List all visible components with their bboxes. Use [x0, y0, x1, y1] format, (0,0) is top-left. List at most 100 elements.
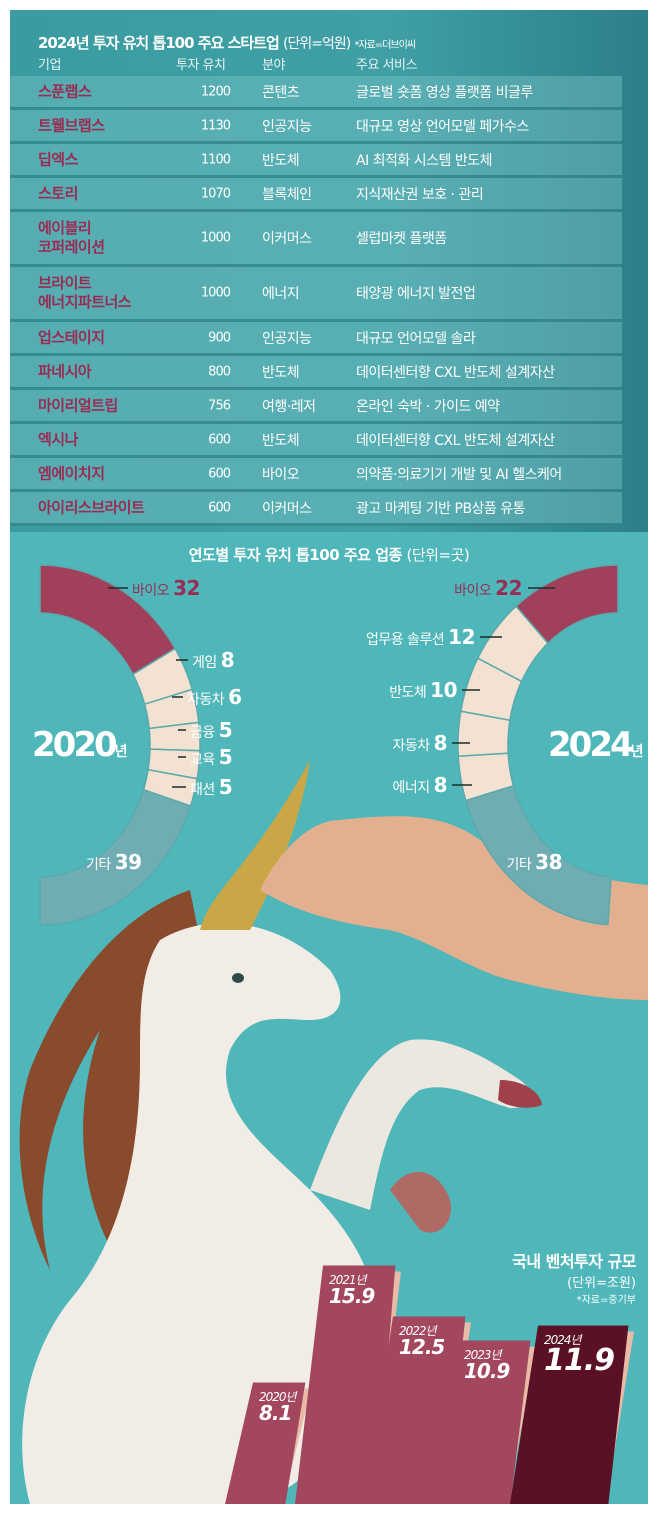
donut-2020-label: 자동차 6	[187, 685, 242, 709]
slice-value: 5	[218, 718, 233, 742]
bar-value: 8.1	[259, 1400, 292, 1425]
donut-unit: (단위=곳)	[406, 546, 470, 564]
company-name: 파네시아	[38, 362, 92, 380]
slice-value: 8	[220, 648, 235, 672]
donut-2020-label: 교육 5	[190, 745, 233, 769]
chart-graphics	[19, 564, 648, 1504]
field-name: 바이오	[262, 466, 300, 483]
company-name: 스토리	[38, 184, 78, 202]
field-name: 반도체	[262, 152, 300, 169]
bar-label: 2020년 8.1	[259, 1389, 297, 1425]
donut-2020-label: 바이오 32	[132, 576, 200, 600]
bar-year: 2020년	[259, 1389, 297, 1404]
bar-2021년	[295, 1265, 396, 1504]
service-description: 대규모 언어모델 솔라	[356, 330, 476, 347]
field-name: 에너지	[262, 286, 300, 302]
startup-table: 2024년 투자 유치 톱100 주요 스타트업 (단위=억원) *자료=더브이…	[10, 10, 648, 532]
company-name: 마이리얼트립	[38, 396, 118, 414]
table-row: 파네시아 800 반도체 데이터센터향 CXL 반도체 설계자산	[10, 356, 622, 390]
table-row: 스토리 1070 블록체인 지식재산권 보호 · 관리	[10, 178, 622, 212]
donut-2020-label: 기타 39	[86, 850, 142, 874]
slice-name: 업무용 솔루션	[365, 632, 449, 648]
table-source: *자료=더브이씨	[354, 40, 416, 51]
donut-year-label: 2020년	[32, 725, 128, 765]
slice-name: 반도체	[389, 685, 431, 701]
slice-name: 패션	[190, 782, 219, 798]
slice-name: 자동차	[187, 692, 229, 708]
investment-amount: 600	[208, 466, 231, 481]
service-description: 태양광 에너지 발전업	[356, 286, 476, 302]
bar-2024년	[510, 1325, 629, 1504]
slice-value: 10	[430, 678, 457, 702]
company-name: 에이블리 코퍼레이션	[38, 219, 105, 256]
slice-name: 기타	[86, 857, 115, 873]
donut-2020-label: 패션 5	[190, 775, 233, 799]
bar-label: 2021년 15.9	[329, 1272, 375, 1308]
unicorn-eye	[232, 973, 244, 983]
table-row: 마이리얼트립 756 여행·레저 온라인 숙박 · 가이드 예약	[10, 390, 622, 424]
service-description: 온라인 숙박 · 가이드 예약	[356, 398, 500, 415]
bar-value: 12.5	[399, 1334, 445, 1359]
table-title-text: 2024년 투자 유치 톱100 주요 스타트업	[38, 34, 280, 52]
table-row: 아이리스브라이트 600 이커머스 광고 마케팅 기반 PB상품 유통	[10, 492, 622, 526]
field-name: 인공지능	[262, 330, 312, 347]
slice-value: 39	[114, 850, 142, 874]
slice-name: 바이오	[132, 583, 174, 599]
unicorn-hoof	[498, 1080, 542, 1108]
investment-amount: 900	[208, 330, 231, 345]
slice-name: 에너지	[392, 780, 434, 796]
bar-label: 2022년 12.5	[399, 1323, 445, 1359]
company-name: 브라이트 에너지파트너스	[38, 274, 132, 311]
field-name: 반도체	[262, 432, 300, 449]
bar-value: 15.9	[329, 1283, 375, 1308]
slice-value: 5	[218, 745, 233, 769]
donut-2024-label: 반도체 10	[389, 678, 457, 702]
service-description: 대규모 영상 언어모델 페가수스	[356, 118, 529, 135]
slice-value: 12	[448, 625, 475, 649]
slice-name: 자동차	[392, 738, 434, 754]
investment-amount: 1070	[200, 186, 231, 201]
table-row: 엑시나 600 반도체 데이터센터향 CXL 반도체 설계자산	[10, 424, 622, 458]
bar-value: 10.9	[464, 1358, 510, 1383]
bar-2020년	[225, 1382, 306, 1504]
company-name: 아이리스브라이트	[38, 498, 145, 516]
header-company: 기업	[38, 58, 61, 73]
service-description: 글로벌 숏폼 영상 플랫폼 비글루	[356, 84, 533, 101]
company-name: 트웰브랩스	[38, 116, 105, 134]
donut-title-text: 연도별 투자 유치 톱100 주요 업종	[188, 546, 403, 564]
bar-year: 2024년	[544, 1332, 582, 1347]
service-description: 광고 마케팅 기반 PB상품 유통	[356, 500, 526, 517]
table-unit: (단위=억원)	[283, 36, 351, 52]
bar-year: 2022년	[399, 1323, 437, 1338]
infographic: 2024년 투자 유치 톱100 주요 스타트업 (단위=억원) *자료=더브이…	[10, 10, 648, 1504]
bar-year: 2021년	[329, 1272, 367, 1287]
bar-chart-title: 국내 벤처투자 규모 (단위=조원) *자료=중기부	[512, 1248, 636, 1306]
header-service: 주요 서비스	[356, 58, 417, 73]
investment-amount: 1100	[200, 152, 231, 167]
investment-amount: 800	[208, 364, 231, 379]
hand	[260, 816, 648, 1000]
company-name: 업스테이지	[38, 328, 105, 346]
company-name: 스푼랩스	[38, 82, 92, 100]
investment-amount: 1000	[200, 230, 231, 246]
table-title: 2024년 투자 유치 톱100 주요 스타트업 (단위=억원) *자료=더브이…	[38, 32, 416, 53]
unicorn-hoof	[390, 1171, 451, 1233]
field-name: 여행·레저	[262, 398, 316, 415]
table-row: 엠에이치지 600 바이오 의약품·의료기기 개발 및 AI 헬스케어	[10, 458, 622, 492]
field-name: 인공지능	[262, 118, 312, 135]
donut-year-label: 2024년	[548, 725, 644, 765]
company-name: 엠에이치지	[38, 464, 105, 482]
unicorn-body	[22, 923, 378, 1504]
investment-amount: 756	[208, 398, 231, 413]
slice-name: 게임	[192, 655, 221, 671]
slice-name: 기타	[506, 857, 536, 873]
slice-value: 6	[228, 685, 242, 709]
slice-name: 교육	[190, 752, 219, 768]
service-description: 의약품·의료기기 개발 및 AI 헬스케어	[356, 466, 562, 483]
year-number: 2020	[32, 725, 118, 765]
bar-title-text: 국내 벤처투자 규모	[512, 1252, 636, 1271]
table-row: 딥엑스 1100 반도체 AI 최적화 시스템 반도체	[10, 144, 622, 178]
service-description: 지식재산권 보호 · 관리	[356, 186, 484, 203]
slice-value: 8	[433, 773, 448, 797]
slice-value: 5	[218, 775, 233, 799]
